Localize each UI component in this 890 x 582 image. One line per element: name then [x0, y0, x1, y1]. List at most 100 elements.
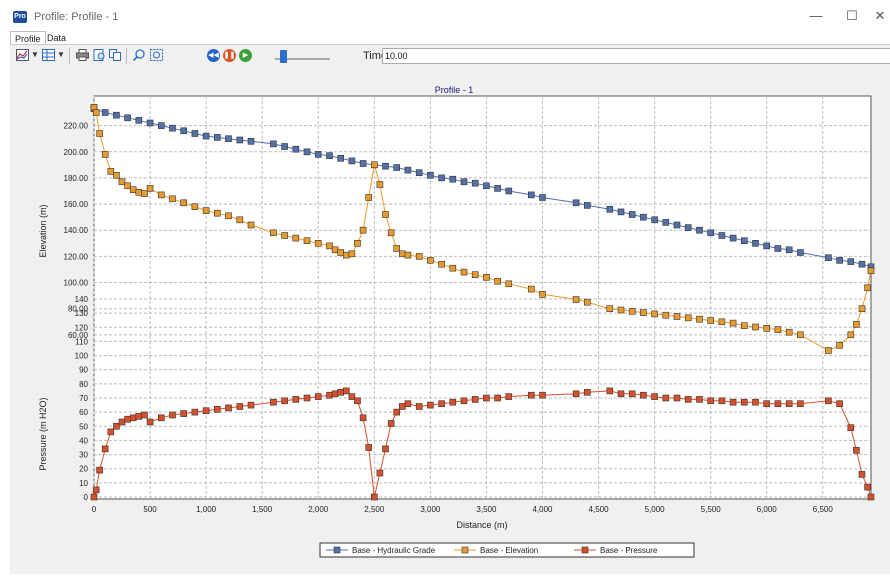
- data-point: [707, 397, 715, 405]
- data-point: [617, 208, 625, 216]
- data-point: [651, 310, 658, 318]
- data-point: [583, 202, 591, 209]
- data-point: [191, 408, 199, 416]
- data-point: [539, 194, 546, 201]
- plot-area: [93, 95, 872, 500]
- x-tick-label: 1,500: [252, 505, 273, 514]
- maximize-button[interactable]: ☐: [846, 8, 858, 23]
- x-axis-title: Distance (m): [456, 520, 507, 530]
- data-point: [825, 397, 832, 405]
- data-point: [107, 168, 115, 175]
- data-point: [337, 249, 345, 256]
- data-point: [763, 324, 771, 332]
- tab-data[interactable]: Data: [47, 33, 67, 43]
- data-point: [718, 397, 726, 405]
- data-point: [326, 242, 333, 250]
- data-point: [427, 401, 434, 409]
- data-point: [858, 260, 866, 268]
- time-slider-track[interactable]: [275, 58, 330, 60]
- data-point: [572, 199, 580, 207]
- y-tick-label: 50: [79, 422, 88, 431]
- data-point: [763, 400, 771, 408]
- legend-swatch-marker: [333, 546, 341, 554]
- close-button[interactable]: ✕: [874, 8, 886, 23]
- data-point: [539, 391, 546, 399]
- data-point: [135, 413, 143, 420]
- data-point: [191, 130, 199, 137]
- data-point: [606, 206, 614, 213]
- data-point: [651, 216, 658, 224]
- data-point: [684, 314, 692, 322]
- legend-label: Base - Elevation: [480, 546, 538, 555]
- data-point: [359, 160, 367, 167]
- data-point: [214, 134, 221, 141]
- table-icon[interactable]: [42, 49, 55, 61]
- data-point: [141, 411, 148, 419]
- elevation-axis-title: Elevation (m): [38, 204, 48, 257]
- pressure-axis-title: Pressure (m H2O): [38, 397, 48, 470]
- legend-swatch-marker: [461, 546, 469, 554]
- data-point: [673, 394, 681, 402]
- data-point: [867, 493, 875, 501]
- data-point: [673, 313, 681, 320]
- copy-icon[interactable]: [109, 49, 122, 61]
- tick-labels: 60.00 80.00 100.00 120.00 140.00 160.00 180.00…: [64, 122, 834, 514]
- legend: Base - Hydraulic Grade Base - Elevation Ba…: [319, 542, 695, 558]
- data-point: [785, 400, 793, 408]
- x-tick-label: 0: [92, 505, 97, 514]
- zoom-icon[interactable]: [133, 49, 146, 61]
- series-1: [90, 103, 875, 354]
- y-tick-label: 20: [79, 465, 88, 474]
- data-point: [415, 169, 423, 176]
- data-point: [696, 315, 703, 323]
- data-point: [124, 415, 131, 423]
- minimize-button[interactable]: —: [809, 8, 823, 23]
- data-point: [92, 486, 100, 494]
- data-point: [729, 319, 737, 327]
- data-point: [471, 396, 479, 403]
- x-tick-label: 3,000: [420, 505, 441, 514]
- data-point: [673, 221, 681, 229]
- data-point: [415, 253, 423, 260]
- legend-item: Base - Pressure: [574, 546, 658, 555]
- time-slider-thumb[interactable]: [280, 50, 287, 63]
- data-point: [797, 331, 804, 339]
- data-point: [180, 199, 187, 207]
- chart-type-dropdown-icon[interactable]: ▼: [31, 50, 39, 59]
- data-point: [494, 394, 501, 402]
- data-point: [572, 390, 580, 398]
- y-tick-label: 70: [79, 394, 88, 403]
- data-point: [146, 418, 154, 426]
- tab-profile[interactable]: Profile: [10, 31, 46, 46]
- zoom-extents-icon[interactable]: [150, 49, 163, 61]
- data-point: [314, 393, 322, 400]
- data-point: [124, 114, 131, 122]
- data-point: [505, 187, 513, 195]
- data-point: [135, 189, 143, 196]
- pause-icon[interactable]: ❚❚: [223, 49, 236, 62]
- time-input[interactable]: [382, 48, 890, 64]
- print-preview-icon[interactable]: [93, 49, 106, 61]
- data-point: [729, 234, 737, 242]
- print-icon[interactable]: [76, 49, 89, 61]
- data-point: [202, 132, 210, 140]
- data-point: [146, 185, 154, 192]
- rewind-icon[interactable]: ◀◀: [207, 49, 220, 62]
- data-point: [483, 274, 490, 281]
- chart-type-icon[interactable]: [16, 49, 29, 61]
- data-point: [113, 172, 120, 179]
- data-point: [107, 428, 115, 436]
- play-icon[interactable]: ▶: [239, 49, 252, 62]
- data-point: [774, 400, 782, 408]
- data-point: [651, 393, 658, 400]
- data-point: [292, 234, 300, 242]
- data-point: [158, 191, 165, 199]
- table-dropdown-icon[interactable]: ▼: [57, 50, 65, 59]
- y-tick-label: 200.00: [64, 148, 89, 157]
- data-point: [370, 161, 378, 169]
- y-tick-label: 180.00: [64, 174, 89, 183]
- data-point: [354, 397, 361, 405]
- data-point: [740, 237, 748, 244]
- data-point: [365, 194, 373, 201]
- data-point: [191, 203, 199, 210]
